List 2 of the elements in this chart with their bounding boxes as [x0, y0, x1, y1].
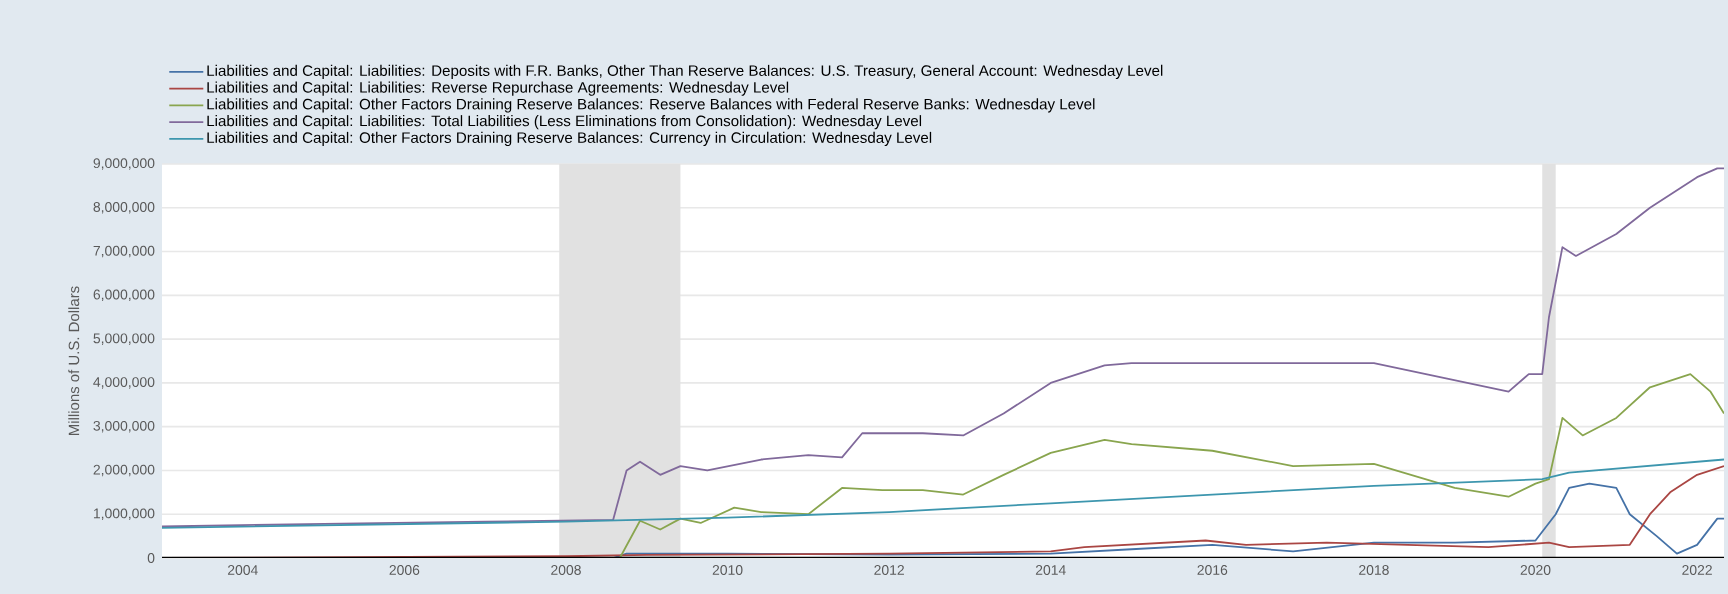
line-series [162, 167, 1725, 528]
line-series [162, 458, 1725, 529]
